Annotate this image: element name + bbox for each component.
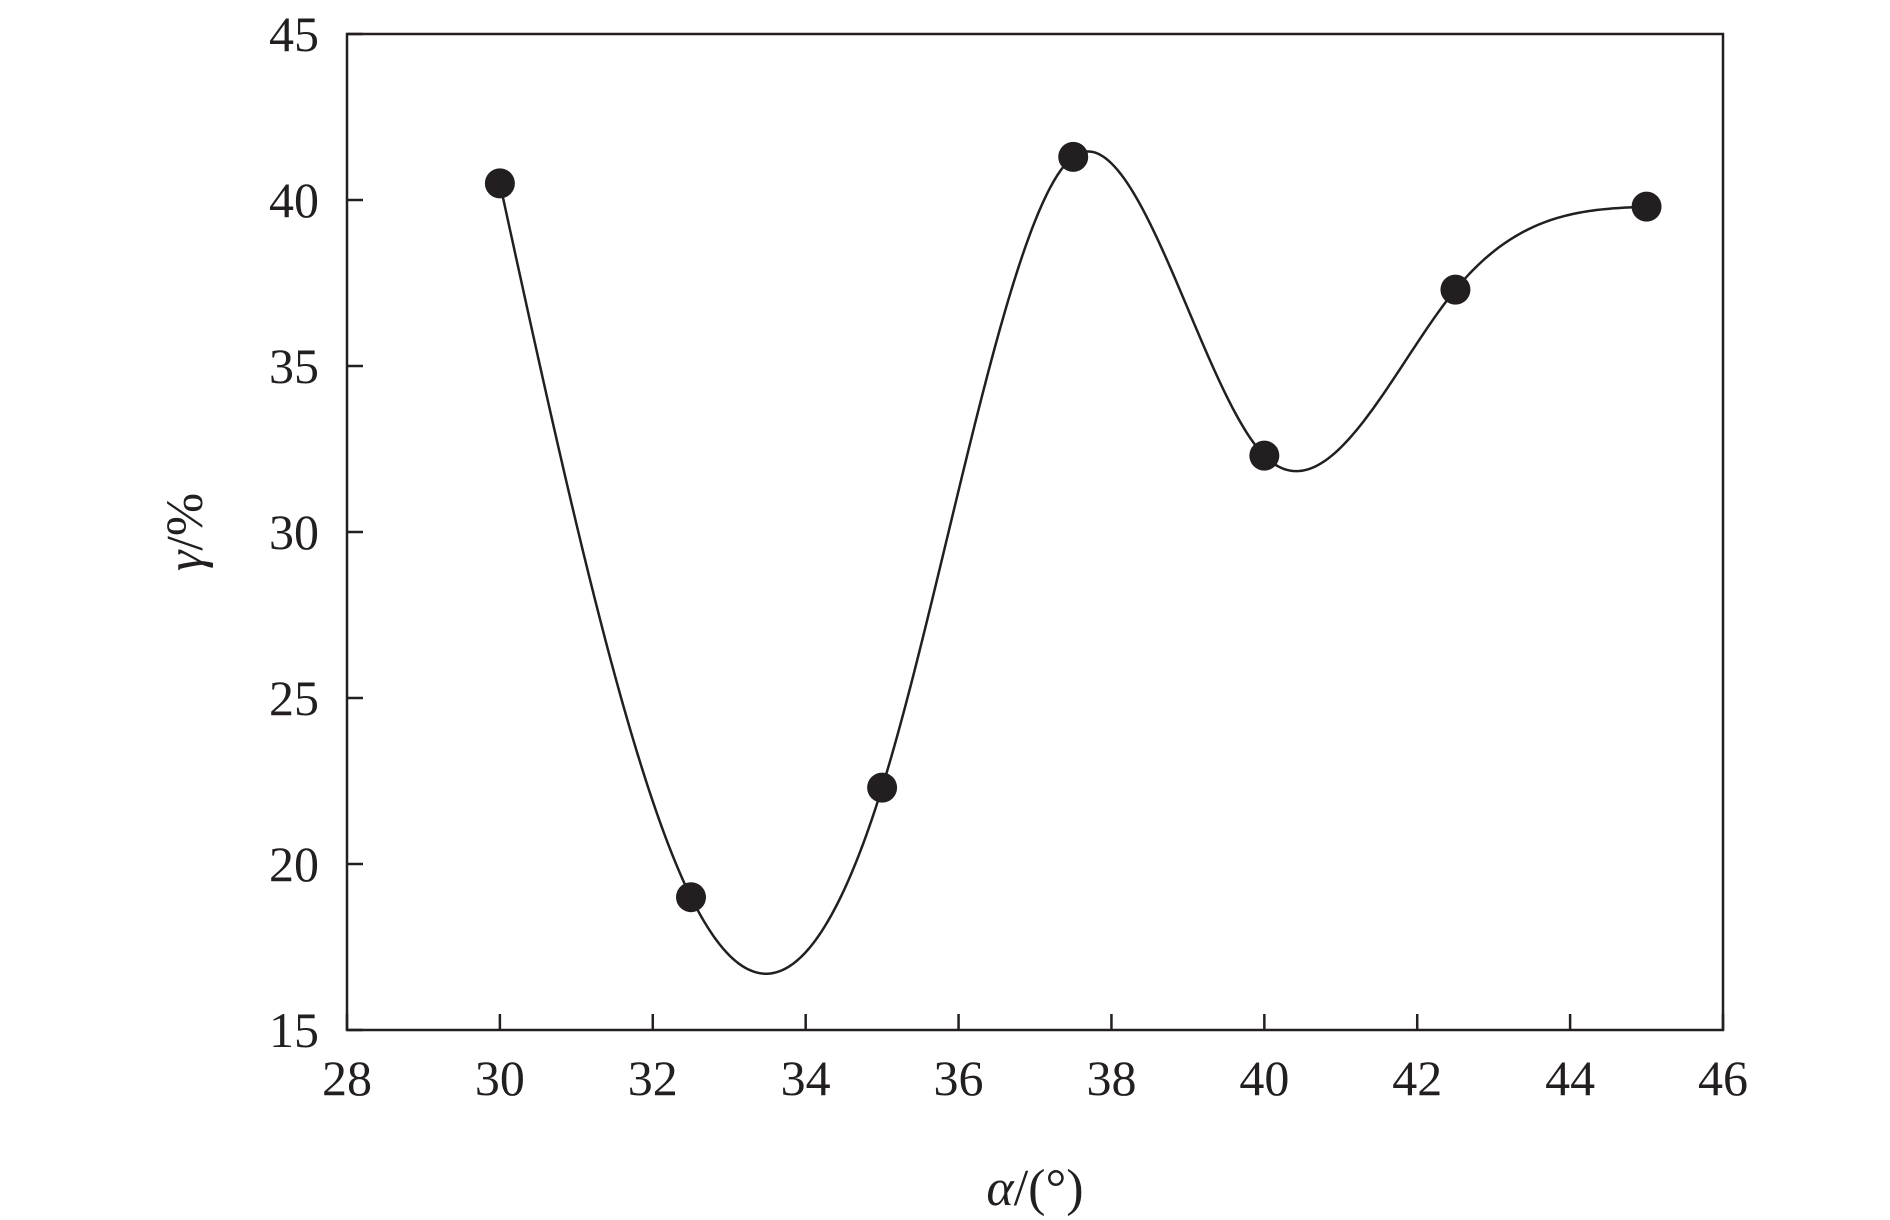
x-tick-label: 44: [1545, 1050, 1595, 1106]
x-tick-label: 30: [475, 1050, 525, 1106]
x-tick-label: 46: [1698, 1050, 1748, 1106]
data-point: [1249, 440, 1280, 471]
x-tick-label: 32: [628, 1050, 678, 1106]
x-tick-label: 40: [1239, 1050, 1289, 1106]
y-tick-label: 30: [269, 504, 319, 560]
y-tick-label: 35: [269, 338, 319, 394]
fitted-curve: [498, 150, 1647, 975]
x-axis-label: α/(°): [986, 1160, 1083, 1217]
y-tick-label: 15: [269, 1002, 319, 1058]
data-points: [484, 141, 1662, 913]
x-tick-label: 38: [1086, 1050, 1136, 1106]
data-point: [867, 772, 898, 803]
data-point: [1631, 191, 1662, 222]
x-axis-symbol: α: [986, 1160, 1015, 1217]
y-axis-ticks: 15 20 25 30 35 40 45: [269, 6, 363, 1058]
x-axis-ticks: 28 30 32 34 36 38 40 42 44 46: [322, 1014, 1748, 1106]
y-axis-symbol: γ: [157, 549, 214, 571]
x-tick-label: 34: [781, 1050, 831, 1106]
x-tick-label: 28: [322, 1050, 372, 1106]
y-axis-unit: /%: [157, 493, 214, 551]
y-tick-label: 45: [269, 6, 319, 62]
y-tick-label: 20: [269, 836, 319, 892]
data-point: [484, 168, 515, 199]
y-tick-label: 40: [269, 172, 319, 228]
y-axis-label: γ/%: [157, 493, 214, 571]
data-point: [1058, 141, 1089, 172]
data-point: [676, 882, 706, 913]
x-tick-label: 36: [934, 1050, 984, 1106]
x-axis-unit: /(°): [1014, 1160, 1084, 1217]
y-tick-label: 25: [269, 670, 319, 726]
data-point: [1440, 274, 1471, 305]
plot-frame: [345, 32, 1725, 1032]
x-tick-label: 42: [1392, 1050, 1442, 1106]
